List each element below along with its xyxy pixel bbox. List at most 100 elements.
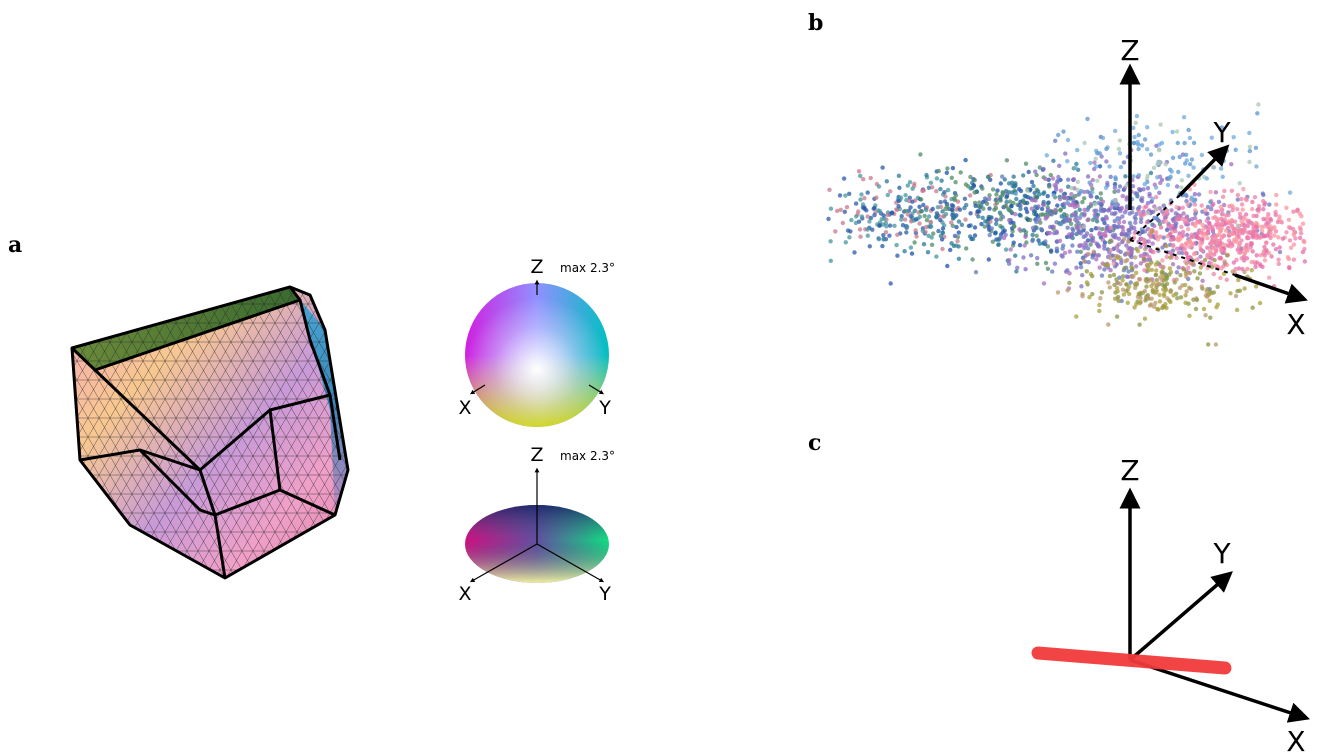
point xyxy=(1178,273,1183,278)
point xyxy=(876,237,882,242)
point xyxy=(939,237,945,242)
point xyxy=(1150,241,1155,246)
point xyxy=(1077,243,1083,248)
point xyxy=(1145,211,1151,216)
point xyxy=(996,242,1001,247)
point xyxy=(907,180,913,185)
point xyxy=(1191,251,1197,257)
point xyxy=(1116,188,1121,194)
point xyxy=(950,165,956,171)
point xyxy=(1110,233,1115,238)
point xyxy=(1069,232,1075,237)
point xyxy=(1048,172,1054,178)
point xyxy=(938,217,943,223)
point xyxy=(1181,211,1186,216)
point xyxy=(942,190,947,195)
point xyxy=(1273,229,1279,234)
point xyxy=(1126,246,1131,252)
point xyxy=(950,223,955,228)
point xyxy=(1099,290,1105,295)
point xyxy=(1090,190,1095,195)
point xyxy=(1239,218,1244,224)
point xyxy=(940,209,945,214)
polyhedron-edges xyxy=(70,285,350,580)
point xyxy=(1153,230,1159,235)
point xyxy=(1143,246,1148,252)
point xyxy=(1104,216,1110,221)
point xyxy=(1117,138,1123,143)
point xyxy=(1115,216,1121,222)
point xyxy=(1230,269,1235,274)
point xyxy=(1014,269,1019,274)
point xyxy=(1245,266,1250,272)
axis-label: Z xyxy=(1120,34,1139,67)
point xyxy=(1033,169,1038,174)
point xyxy=(1122,210,1128,215)
point xyxy=(1033,198,1038,203)
point xyxy=(994,217,999,222)
point xyxy=(928,224,934,229)
point xyxy=(1225,253,1230,258)
point xyxy=(1207,224,1213,229)
point xyxy=(917,204,922,209)
point xyxy=(1149,229,1155,234)
point xyxy=(1081,234,1086,239)
point xyxy=(925,250,931,255)
point xyxy=(945,187,951,193)
point xyxy=(1183,152,1189,157)
point xyxy=(1199,231,1204,236)
point xyxy=(897,185,902,190)
point xyxy=(1190,262,1195,267)
point xyxy=(1093,164,1099,169)
point xyxy=(865,233,870,238)
point xyxy=(1145,147,1150,152)
point xyxy=(1192,241,1197,246)
point xyxy=(1218,256,1224,261)
point xyxy=(1262,253,1268,258)
point xyxy=(1142,182,1147,187)
point xyxy=(1205,230,1210,235)
point xyxy=(1145,173,1150,178)
point xyxy=(1069,192,1074,197)
point xyxy=(1225,225,1231,231)
point xyxy=(1183,161,1188,166)
axis-label: X xyxy=(1286,725,1305,753)
point xyxy=(1061,129,1066,134)
point xyxy=(1191,297,1196,302)
point xyxy=(1194,220,1199,226)
point xyxy=(1055,203,1060,208)
point xyxy=(1179,185,1184,190)
point xyxy=(1247,159,1252,165)
point xyxy=(1175,140,1181,146)
point xyxy=(870,227,875,232)
point xyxy=(1028,217,1033,223)
point xyxy=(950,207,955,213)
point xyxy=(1271,242,1276,247)
point xyxy=(1174,255,1179,261)
point xyxy=(1170,262,1176,267)
point xyxy=(1045,201,1051,206)
point xyxy=(1237,211,1243,216)
point xyxy=(1097,164,1103,169)
point xyxy=(874,195,879,200)
point xyxy=(930,206,935,212)
point xyxy=(1107,273,1113,279)
point xyxy=(1269,254,1274,259)
point xyxy=(1201,306,1207,312)
point xyxy=(1255,111,1260,116)
point xyxy=(885,192,890,198)
point xyxy=(929,242,935,247)
point xyxy=(1080,292,1085,297)
point xyxy=(1004,158,1010,163)
point xyxy=(1197,271,1203,276)
point xyxy=(1220,212,1226,217)
point xyxy=(900,223,906,228)
point xyxy=(1224,148,1230,153)
point xyxy=(1293,236,1298,241)
point xyxy=(1218,204,1224,210)
point xyxy=(1097,308,1102,314)
point xyxy=(1013,191,1019,196)
point xyxy=(1257,235,1262,240)
point xyxy=(1037,241,1043,246)
point xyxy=(1177,213,1182,219)
